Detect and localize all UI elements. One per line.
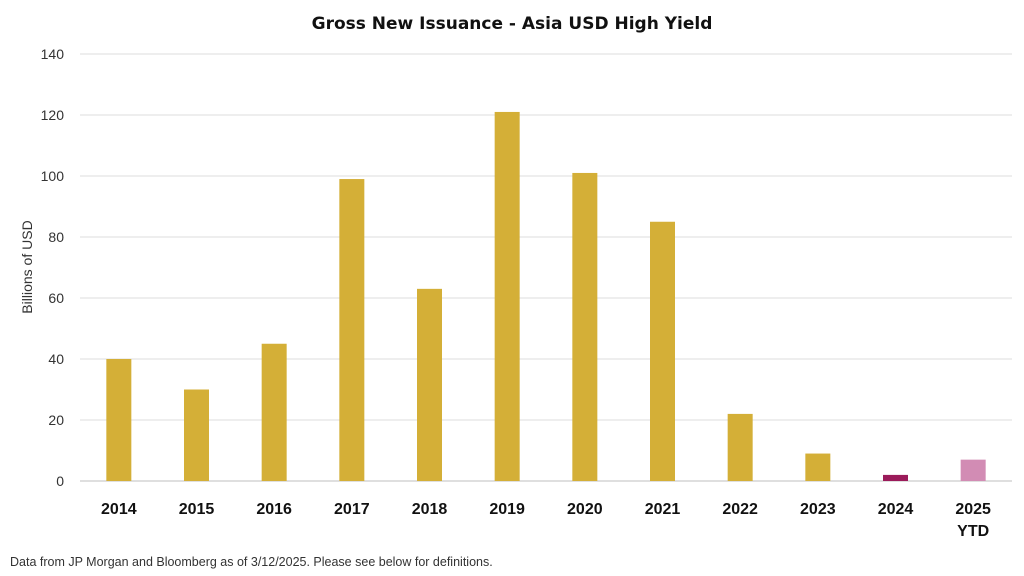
bar-2014 — [106, 359, 132, 481]
x-tick-label: 2018 — [412, 501, 448, 518]
x-tick-label: 2016 — [256, 501, 292, 518]
y-axis-ticks: 0 20 40 60 80 100 120 140 — [41, 46, 65, 489]
y-axis-label: Billions of USD — [19, 220, 35, 313]
bar-2018 — [417, 288, 442, 481]
footnote: Data from JP Morgan and Bloomberg as of … — [10, 555, 493, 569]
y-tick-label: 120 — [41, 107, 65, 123]
x-tick-label: 2022 — [722, 501, 758, 518]
y-tick-label: 80 — [48, 229, 64, 245]
bar-2016 — [261, 343, 287, 481]
x-tick-label: 2024 — [878, 501, 914, 518]
x-tick-label: 2015 — [179, 501, 215, 518]
y-tick-label: 60 — [48, 290, 64, 306]
bar-2020 — [572, 172, 598, 481]
x-tick-label: 2023 — [800, 501, 836, 518]
bar-2025 — [960, 459, 986, 481]
x-axis-ticks: 2014 2015 2016 2017 2018 2019 2020 2021 2022 2023… — [101, 501, 991, 540]
x-tick-label: 2017 — [334, 501, 370, 518]
chart-title: Gross New Issuance - Asia USD High Yield — [312, 14, 713, 34]
gridlines — [80, 53, 1012, 482]
bar-2024 — [883, 474, 908, 481]
bar-2023 — [805, 453, 831, 481]
y-tick-label: 100 — [41, 168, 65, 184]
bar-2021 — [650, 221, 675, 481]
bars — [106, 111, 986, 482]
y-tick-label: 40 — [48, 351, 64, 367]
y-tick-label: 0 — [56, 473, 64, 489]
bar-2017 — [339, 179, 365, 482]
y-tick-label: 140 — [41, 46, 65, 62]
bar-2019 — [494, 111, 520, 481]
bar-2022 — [727, 413, 753, 481]
x-tick-label: 2019 — [489, 501, 525, 518]
x-tick-label: 2025 YTD — [955, 501, 991, 540]
x-tick-label: 2020 — [567, 501, 603, 518]
chart: Gross New Issuance - Asia USD High Yield… — [19, 14, 1012, 540]
y-tick-label: 20 — [48, 412, 64, 428]
x-tick-label: 2021 — [645, 501, 681, 518]
bar-2015 — [184, 389, 209, 481]
x-tick-label: 2014 — [101, 501, 137, 518]
